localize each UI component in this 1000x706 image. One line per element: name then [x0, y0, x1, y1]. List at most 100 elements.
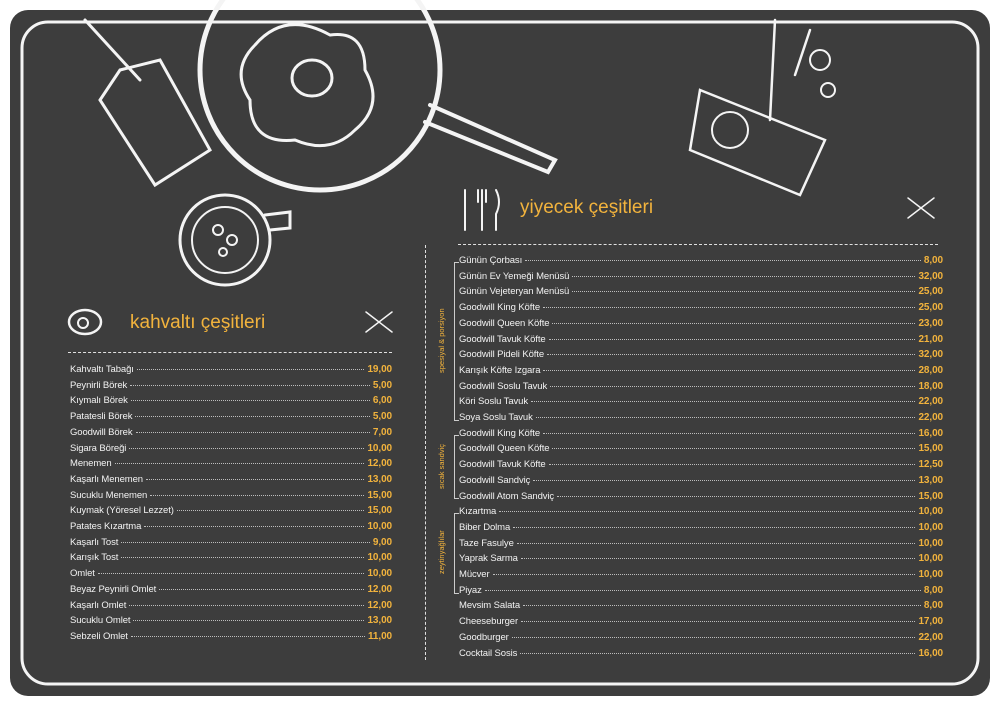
menu-item: Goodwill Queen Köfte 15,00	[459, 443, 943, 458]
leader	[121, 557, 365, 559]
item-name: Mücver	[459, 569, 490, 580]
item-price: 23,00	[918, 317, 943, 329]
menu-item: Goodwill Pideli Köfte 32,00	[459, 349, 943, 364]
section-title: kahvaltı çeşitleri	[130, 312, 266, 333]
leader	[533, 479, 916, 481]
item-price: 10,00	[367, 552, 392, 564]
leader	[535, 417, 916, 418]
item-price: 28,00	[918, 364, 943, 376]
item-name: Goodwill Börek	[70, 426, 133, 438]
item-name: Goodwill King Köfte	[459, 302, 541, 314]
menu-item: Patatesli Börek 5,00	[70, 411, 392, 426]
menu-item: Goodwill Tavuk Köfte 12,50	[459, 459, 943, 474]
menu-item: Omlet 10,00	[70, 568, 392, 583]
item-price: 5,00	[372, 411, 392, 423]
item-price: 32,00	[918, 270, 943, 282]
menu-item: Goodburger 22,00	[459, 632, 943, 647]
menu-item: Goodwill Sandviç 13,00	[459, 475, 943, 490]
item-price: 13,00	[918, 474, 943, 486]
leader	[130, 384, 370, 386]
item-name: Mevsim Salata	[459, 600, 520, 612]
item-name: Goodwill Tavuk Köfte	[459, 333, 546, 345]
item-price: 12,00	[367, 583, 392, 595]
item-name: Goodwill Pideli Köfte	[459, 349, 545, 361]
menu-item: Kaşarlı Omlet 12,00	[70, 600, 392, 615]
item-price: 13,00	[367, 615, 392, 627]
menu-item: Goodwill King Köfte 16,00	[459, 428, 943, 443]
leader	[548, 464, 916, 466]
item-name: Kahvaltı Tabağı	[70, 364, 134, 375]
menu-item: Cheeseburger 17,00	[459, 616, 943, 631]
leader	[557, 495, 916, 497]
menu-item: Karışık Tost 10,00	[70, 552, 392, 567]
item-name: Köri Soslu Tavuk	[459, 396, 528, 408]
leader	[129, 604, 365, 606]
group-bracket	[454, 513, 459, 594]
menu-item: Mücver 10,00	[459, 569, 943, 584]
menu-item: Kaşarlı Menemen 13,00	[70, 474, 392, 489]
menu-item: Günün Ev Yemeği Menüsü 32,00	[459, 271, 943, 286]
leader	[176, 510, 365, 512]
item-name: Kaşarlı Omlet	[70, 599, 127, 611]
item-price: 10,00	[367, 521, 392, 532]
item-name: Goodburger	[459, 631, 509, 643]
item-price: 10,00	[918, 537, 943, 549]
item-price: 22,00	[918, 412, 943, 423]
group-label: spesiyal & porsiyon	[437, 308, 446, 373]
leader	[548, 338, 916, 340]
item-price: 6,00	[372, 395, 392, 407]
item-name: Kızartma	[459, 506, 497, 518]
separator	[425, 245, 426, 660]
menu-item: Yaprak Sarma 10,00	[459, 553, 943, 568]
menu-item: Biber Dolma 10,00	[459, 522, 943, 537]
item-name: Günün Ev Yemeği Menüsü	[459, 270, 570, 282]
menu-item: Köri Soslu Tavuk 22,00	[459, 396, 943, 411]
item-name: Menemen	[70, 458, 112, 470]
leader	[492, 574, 916, 575]
item-price: 7,00	[372, 426, 392, 438]
item-price: 12,50	[918, 459, 943, 471]
leader	[135, 431, 370, 433]
leader	[543, 307, 916, 309]
menu-item: Peynirli Börek 5,00	[70, 380, 392, 395]
menu-item: Taze Fasulye 10,00	[459, 538, 943, 553]
item-name: Sucuklu Menemen	[70, 489, 148, 501]
item-name: Patatesli Börek	[70, 411, 133, 423]
separator	[68, 352, 392, 353]
group-label: zeytinyağlılar	[437, 530, 446, 575]
item-price: 8,00	[923, 600, 943, 612]
item-name: Sucuklu Omlet	[70, 615, 131, 627]
item-price: 10,00	[918, 553, 943, 565]
item-name: Cocktail Sosis	[459, 647, 518, 659]
menu-item: Goodwill Atom Sandviç 15,00	[459, 491, 943, 506]
group-bracket	[454, 262, 459, 421]
leader	[130, 635, 366, 637]
item-price: 22,00	[918, 631, 943, 643]
leader	[114, 463, 365, 465]
item-name: Kaşarlı Menemen	[70, 473, 143, 485]
item-name: Yaprak Sarma	[459, 553, 518, 565]
item-name: Sigara Böreği	[70, 442, 127, 454]
leader	[144, 526, 365, 527]
item-name: Peynirli Börek	[70, 379, 128, 391]
section-title: yiyecek çeşitleri	[520, 197, 654, 218]
item-price: 15,00	[918, 443, 943, 455]
leader	[547, 354, 916, 356]
menu-item: Günün Çorbası 8,00	[459, 255, 943, 270]
leader	[520, 652, 916, 654]
menu-item: Kahvaltı Tabağı 19,00	[70, 364, 392, 379]
leader	[530, 401, 916, 403]
item-price: 32,00	[918, 349, 943, 361]
menu-item: Cocktail Sosis 16,00	[459, 648, 943, 663]
item-name: Karışık Tost	[70, 552, 119, 564]
item-name: Beyaz Peynirli Omlet	[70, 583, 157, 595]
menu-item: Goodwill Soslu Tavuk 18,00	[459, 381, 943, 396]
item-name: Cheeseburger	[459, 616, 519, 628]
item-price: 10,00	[367, 568, 392, 580]
item-name: Kıymalı Börek	[70, 395, 128, 407]
item-price: 12,00	[367, 599, 392, 611]
item-name: Goodwill Queen Köfte	[459, 443, 550, 455]
leader	[511, 636, 916, 638]
